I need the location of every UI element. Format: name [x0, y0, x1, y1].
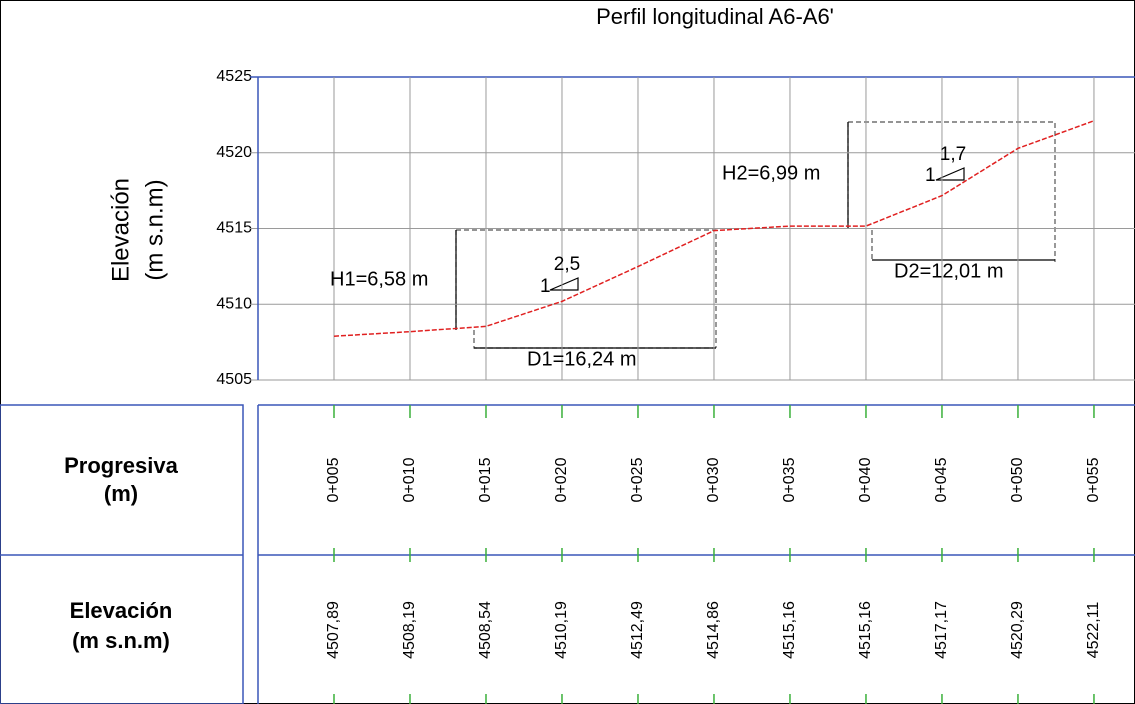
- x-tick-label: 0+005: [325, 457, 342, 502]
- annotation: 2,5: [554, 254, 580, 275]
- x-tick-label: 0+030: [705, 457, 722, 502]
- row-label: (m): [104, 481, 138, 506]
- dimension-box: [847, 121, 1056, 262]
- elevation-label: 4512,49: [629, 601, 646, 659]
- y-axis-label: (m s.n.m): [141, 179, 168, 280]
- row-label: (m s.n.m): [72, 628, 170, 653]
- y-axis-label: Elevación: [107, 178, 134, 282]
- x-tick-label: 0+015: [477, 457, 494, 502]
- slope-triangle: [935, 167, 965, 181]
- row-label: Elevación: [70, 598, 173, 623]
- elevation-label: 4507,89: [325, 601, 342, 659]
- x-tick-label: 0+045: [933, 457, 950, 502]
- elevation-label: 4510,19: [553, 601, 570, 659]
- x-tick-label: 0+035: [781, 457, 798, 502]
- elevation-label: 4517,17: [933, 601, 950, 659]
- y-tick-label: 4515: [216, 220, 252, 237]
- annotation: D1=16,24 m: [527, 348, 637, 370]
- slope-triangle: [549, 277, 579, 291]
- x-tick-label: 0+020: [553, 457, 570, 502]
- row-label: Progresiva: [64, 453, 178, 478]
- dimension-box: [473, 330, 716, 349]
- x-tick-label: 0+055: [1085, 457, 1102, 502]
- elevation-label: 4508,19: [401, 601, 418, 659]
- y-tick-label: 4510: [216, 295, 252, 312]
- chart-title: Perfil longitudinal A6-A6': [596, 4, 834, 29]
- x-tick-label: 0+050: [1009, 457, 1026, 502]
- annotation: 1: [540, 276, 551, 297]
- x-tick-label: 0+010: [401, 457, 418, 502]
- x-tick-label: 0+040: [857, 457, 874, 502]
- elevation-label: 4522,11: [1085, 602, 1102, 659]
- annotation: H2=6,99 m: [722, 162, 820, 184]
- annotation: D2=12,01 m: [894, 260, 1004, 282]
- annotation: 1: [925, 165, 936, 186]
- elevation-label: 4515,16: [781, 601, 798, 659]
- profile-line: [333, 120, 1095, 337]
- y-tick-label: 4525: [216, 68, 252, 85]
- annotation: 1,7: [940, 144, 966, 165]
- annotation: H1=6,58 m: [330, 268, 428, 290]
- y-tick-label: 4505: [216, 371, 252, 388]
- x-tick-label: 0+025: [629, 457, 646, 502]
- elevation-label: 4514,86: [705, 601, 722, 659]
- elevation-label: 4515,16: [857, 601, 874, 659]
- y-tick-label: 4520: [216, 144, 252, 161]
- elevation-label: 4508,54: [477, 601, 494, 659]
- elevation-label: 4520,29: [1009, 601, 1026, 659]
